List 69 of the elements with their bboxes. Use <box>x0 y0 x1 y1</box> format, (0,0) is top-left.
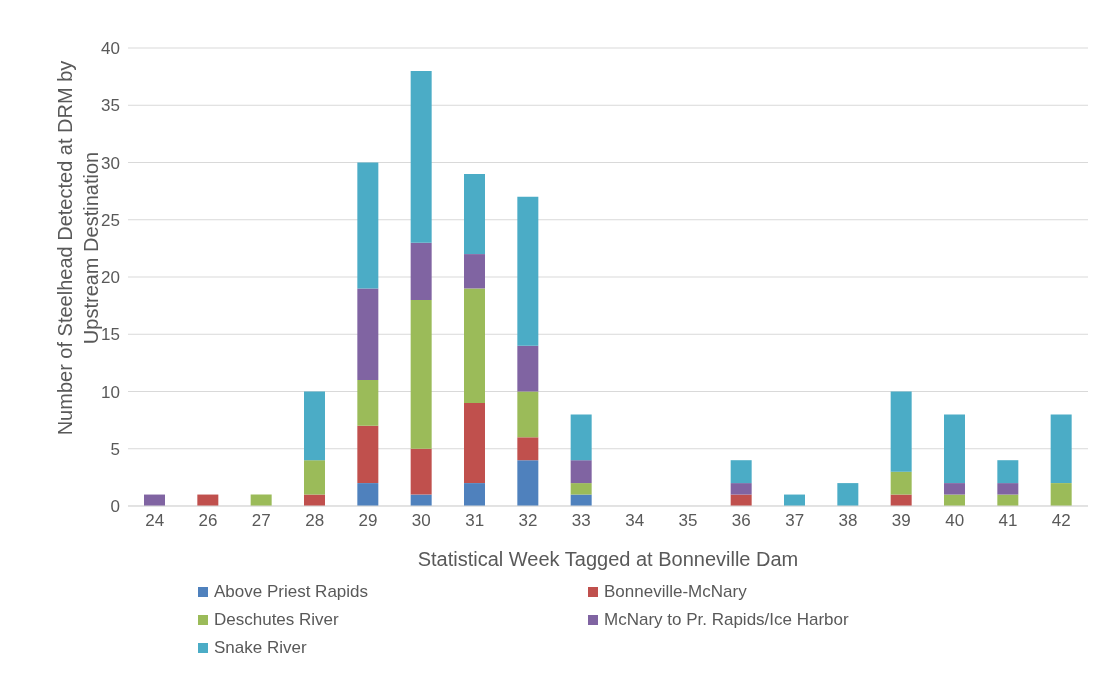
bar <box>304 460 325 495</box>
y-tick-label: 35 <box>101 96 120 116</box>
y-tick-label: 25 <box>101 210 120 230</box>
bar <box>517 196 539 346</box>
bar <box>1050 414 1072 484</box>
bar <box>410 448 432 495</box>
bar <box>464 288 485 403</box>
bar <box>517 391 539 438</box>
y-tick-label: 5 <box>110 439 120 459</box>
bar <box>944 414 965 484</box>
x-tick-label: 30 <box>411 511 431 531</box>
y-tick-label: 20 <box>101 268 120 288</box>
legend-label: McNary to Pr. Rapids/Ice Harbor <box>604 610 849 630</box>
bar <box>837 483 859 506</box>
x-tick-label: 40 <box>945 511 965 531</box>
bar <box>410 299 432 449</box>
bar <box>517 460 539 506</box>
y-tick-label: 40 <box>101 39 120 59</box>
x-tick-label: 28 <box>305 511 325 531</box>
y-axis-title: Number of Steelhead Detected at DRM by Upstream Destination <box>54 60 102 436</box>
bar <box>517 437 539 461</box>
bar <box>464 173 485 255</box>
bar <box>730 460 752 484</box>
x-tick-label: 31 <box>465 511 485 531</box>
bar <box>464 402 485 484</box>
x-tick-label: 39 <box>891 511 911 531</box>
x-tick-label: 32 <box>518 511 538 531</box>
bar <box>410 70 432 243</box>
bar <box>730 483 752 495</box>
bar <box>997 460 1019 484</box>
bar <box>357 380 379 426</box>
x-tick-label: 24 <box>145 511 165 531</box>
bar <box>570 460 592 484</box>
bar <box>1050 483 1072 506</box>
x-tick-label: 35 <box>678 511 698 531</box>
legend-label: Above Priest Rapids <box>214 582 369 602</box>
x-tick-label: 37 <box>785 511 805 531</box>
bar <box>464 254 485 289</box>
x-tick-label: 41 <box>998 511 1018 531</box>
y-tick-label: 15 <box>101 325 120 345</box>
bar <box>944 483 965 495</box>
bar <box>464 483 485 506</box>
bar <box>304 391 325 461</box>
bar <box>570 483 592 495</box>
bar <box>890 391 912 472</box>
bar <box>357 483 379 506</box>
x-tick-label: 38 <box>838 511 858 531</box>
legend-label: Snake River <box>214 638 307 658</box>
legend-label: Bonneville-McNary <box>604 582 747 602</box>
bar <box>410 242 432 300</box>
y-tick-label: 10 <box>101 382 120 402</box>
y-tick-label: 0 <box>110 497 120 517</box>
x-tick-label: 29 <box>358 511 378 531</box>
x-tick-label: 34 <box>625 511 645 531</box>
bar <box>357 162 379 289</box>
x-tick-label: 26 <box>198 511 218 531</box>
bar <box>357 288 379 381</box>
bar <box>997 483 1019 495</box>
bar <box>357 425 379 484</box>
x-tick-label: 33 <box>571 511 591 531</box>
bar <box>890 471 912 495</box>
x-tick-label: 27 <box>251 511 271 531</box>
bar <box>517 345 539 392</box>
x-axis-title: Statistical Week Tagged at Bonneville Dam <box>417 548 799 570</box>
x-tick-label: 36 <box>731 511 751 531</box>
bar <box>570 414 592 461</box>
x-tick-label: 42 <box>1051 511 1071 531</box>
legend-label: Deschutes River <box>214 610 339 630</box>
y-tick-label: 30 <box>101 153 120 173</box>
